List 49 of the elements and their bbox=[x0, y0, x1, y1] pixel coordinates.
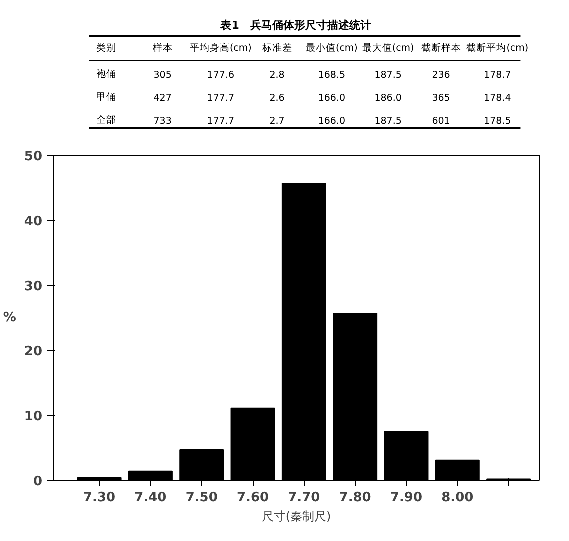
x-tick-label: 7.50 bbox=[186, 490, 218, 506]
text: 186.0 bbox=[374, 93, 402, 104]
text: 166.0 bbox=[318, 93, 346, 104]
text: 733 bbox=[154, 116, 172, 127]
x-tick-label: 7.40 bbox=[134, 490, 167, 506]
text: 2.6 bbox=[270, 93, 285, 104]
text: 177.7 bbox=[207, 93, 235, 104]
text: 427 bbox=[154, 93, 172, 104]
text: 2.8 bbox=[270, 70, 285, 81]
text: 178.5 bbox=[484, 116, 512, 127]
text: 最大值(cm) bbox=[362, 42, 414, 54]
y-tick-label: 40 bbox=[24, 214, 43, 230]
y-tick-label: 10 bbox=[24, 410, 43, 424]
x-tick-label: 7.60 bbox=[236, 490, 270, 506]
y-tick-label: 30 bbox=[24, 280, 43, 294]
text: 2.7 bbox=[270, 116, 285, 127]
text: 305 bbox=[154, 70, 172, 81]
text: 袍俑 bbox=[96, 68, 116, 80]
text: 187.5 bbox=[374, 70, 402, 81]
text: 截断平均(cm) bbox=[466, 42, 529, 54]
text: 平均身高(cm) bbox=[190, 42, 252, 54]
y-tick-label: 50 bbox=[24, 150, 43, 164]
text: 类别 bbox=[96, 42, 116, 54]
y-tick-label: 0 bbox=[33, 474, 42, 490]
text: 全部 bbox=[96, 114, 116, 126]
text: 166.0 bbox=[318, 116, 346, 127]
text: 甲俑 bbox=[96, 92, 116, 103]
text: 601 bbox=[432, 116, 450, 127]
text: 表1 兵马俑体形尺寸描述统计 bbox=[220, 19, 372, 32]
x-tick-label: 7.90 bbox=[390, 490, 423, 506]
text: 标准差 bbox=[261, 42, 292, 54]
text: 168.5 bbox=[318, 70, 346, 81]
y-tick-label: 20 bbox=[24, 344, 43, 360]
text: 178.7 bbox=[484, 70, 512, 81]
text: 样本 bbox=[152, 42, 173, 54]
text: 365 bbox=[432, 93, 450, 104]
x-tick-label: 7.30 bbox=[84, 490, 116, 506]
y-axis-title: % bbox=[3, 310, 16, 326]
x-tick-label: 8.00 bbox=[442, 490, 474, 506]
text: 177.7 bbox=[207, 116, 235, 127]
x-tick-label: 7.80 bbox=[339, 490, 372, 506]
x-axis-title: 尺寸(秦制尺) bbox=[262, 510, 332, 524]
text: 187.5 bbox=[374, 116, 402, 127]
text: 截断样本 bbox=[421, 42, 462, 54]
text: 178.4 bbox=[484, 93, 512, 104]
text: 236 bbox=[432, 70, 450, 81]
text: 177.6 bbox=[207, 70, 235, 81]
text: 最小值(cm) bbox=[306, 42, 358, 54]
x-tick-label: 7.70 bbox=[288, 490, 320, 506]
